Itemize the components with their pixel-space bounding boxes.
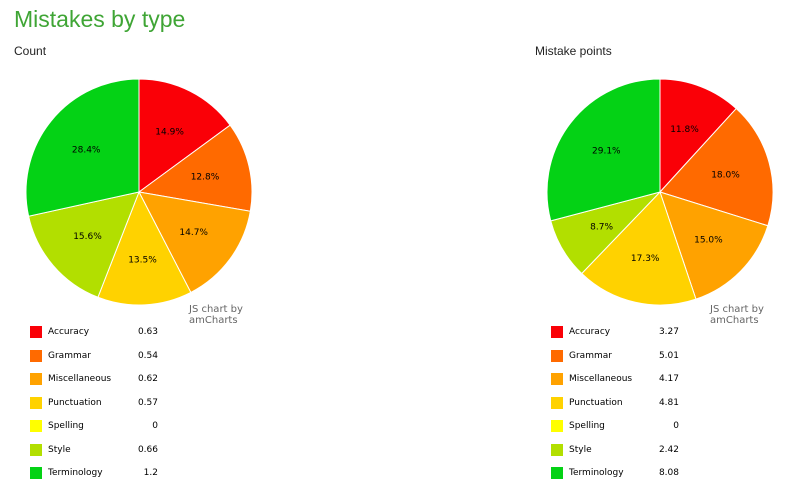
pie-slice-terminology[interactable] [546, 78, 661, 222]
legend-value: 0.63 [137, 327, 158, 337]
legend-swatch [551, 420, 563, 432]
legend-value: 4.17 [658, 374, 679, 384]
pie-slice-miscellaneous[interactable] [138, 191, 251, 294]
legend-value: 1.2 [143, 468, 158, 478]
slice-label-miscellaneous: 15.0% [694, 236, 723, 246]
pie-slice-punctuation[interactable] [581, 191, 697, 306]
legend-swatch [551, 443, 563, 456]
legend-item-punctuation[interactable]: Punctuation 4.81 [551, 395, 791, 419]
count-legend: Accuracy 0.63 Grammar 0.54 Miscellaneous 0.62… [30, 324, 270, 489]
legend-swatch [30, 443, 42, 456]
slice-label-punctuation: 13.5% [128, 256, 157, 266]
legend-label: Spelling [48, 421, 84, 431]
legend-swatch [30, 396, 42, 409]
legend-label: Punctuation [48, 397, 102, 408]
slice-label-style: 8.7% [590, 222, 613, 232]
pie-slice-terminology[interactable] [25, 78, 140, 217]
legend-item-terminology[interactable]: Terminology 8.08 [551, 465, 791, 489]
legend-item-miscellaneous[interactable]: Miscellaneous 0.62 [30, 371, 270, 395]
amcharts-credit-link[interactable]: JS chart by amCharts [189, 304, 243, 326]
legend-swatch [551, 467, 563, 479]
legend-swatch [551, 396, 563, 409]
legend-item-spelling[interactable]: Spelling 0 [551, 418, 791, 442]
legend-label: Terminology [569, 468, 624, 478]
slice-label-terminology: 29.1% [592, 147, 621, 157]
chart-title-count: Count [14, 44, 47, 58]
legend-item-style[interactable]: Style 0.66 [30, 442, 270, 466]
pie-slice-grammar[interactable] [659, 107, 774, 227]
legend-value: 0.54 [137, 350, 158, 361]
legend-label: Grammar [569, 350, 612, 361]
slice-label-style: 15.6% [73, 232, 102, 242]
legend-swatch [551, 373, 563, 385]
legend-item-miscellaneous[interactable]: Miscellaneous 4.17 [551, 371, 791, 395]
count-pie: 14.9% 12.8% 14.7% 13.5% 15.6% 28.4% [25, 78, 253, 306]
legend-value: 8.08 [658, 468, 679, 478]
legend-item-grammar[interactable]: Grammar 5.01 [551, 348, 791, 372]
legend-value: 2.42 [658, 444, 679, 455]
slice-label-terminology: 28.4% [72, 146, 101, 156]
slice-label-punctuation: 17.3% [631, 254, 660, 264]
legend-label: Terminology [48, 468, 103, 478]
slice-label-grammar: 18.0% [711, 170, 740, 180]
legend-swatch [30, 326, 42, 338]
amcharts-credit-link[interactable]: JS chart by amCharts [710, 304, 764, 326]
slice-label-miscellaneous: 14.7% [179, 228, 208, 238]
legend-label: Accuracy [48, 327, 90, 337]
slice-label-accuracy: 14.9% [155, 128, 184, 138]
legend-label: Punctuation [569, 397, 623, 408]
chart-title-mistake-points: Mistake points [535, 44, 612, 58]
legend-value: 0.62 [137, 374, 158, 384]
pie-slice-punctuation[interactable] [97, 190, 192, 306]
legend-label: Accuracy [569, 327, 611, 337]
legend-swatch [30, 420, 42, 432]
page-title: Mistakes by type [14, 6, 186, 32]
mistake-points-legend: Accuracy 3.27 Grammar 5.01 Miscellaneous 4.17… [551, 324, 791, 489]
legend-item-punctuation[interactable]: Punctuation 0.57 [30, 395, 270, 419]
legend-value: 5.01 [658, 350, 679, 361]
legend-value: 0.57 [137, 397, 158, 408]
legend-item-accuracy[interactable]: Accuracy 0.63 [30, 324, 270, 348]
legend-item-accuracy[interactable]: Accuracy 3.27 [551, 324, 791, 348]
legend-value: 3.27 [658, 327, 679, 337]
legend-swatch [551, 326, 563, 338]
mistake-points-chart: Mistake points 11.8% 18.0% 15.0% 17.3% 8.7% 2… [535, 40, 800, 495]
mistake-points-pie: 11.8% 18.0% 15.0% 17.3% 8.7% 29.1% [546, 78, 774, 306]
legend-swatch [30, 467, 42, 479]
legend-value: 4.81 [658, 397, 679, 408]
legend-item-spelling[interactable]: Spelling 0 [30, 418, 270, 442]
pie-slice-accuracy[interactable] [659, 78, 737, 194]
pie-slice-style[interactable] [28, 191, 140, 298]
legend-item-terminology[interactable]: Terminology 1.2 [30, 465, 270, 489]
pie-slice-accuracy[interactable] [138, 78, 231, 193]
legend-swatch [30, 373, 42, 385]
legend-label: Style [48, 444, 71, 455]
legend-label: Spelling [569, 421, 605, 431]
legend-value: 0 [152, 421, 158, 431]
legend-item-style[interactable]: Style 2.42 [551, 442, 791, 466]
legend-value: 0.66 [137, 444, 158, 455]
slice-label-grammar: 12.8% [191, 173, 220, 183]
legend-swatch [551, 349, 563, 362]
legend-label: Style [569, 444, 592, 455]
legend-item-grammar[interactable]: Grammar 0.54 [30, 348, 270, 372]
legend-swatch [30, 349, 42, 362]
legend-label: Miscellaneous [569, 374, 633, 384]
legend-label: Grammar [48, 350, 91, 361]
count-chart: Count 14.9% 12.8% 14.7% 13.5% 15.6% 28.4% JS … [14, 40, 294, 495]
legend-value: 0 [673, 421, 679, 431]
pie-slice-grammar[interactable] [137, 124, 253, 212]
legend-label: Miscellaneous [48, 374, 112, 384]
slice-label-accuracy: 11.8% [670, 125, 699, 135]
